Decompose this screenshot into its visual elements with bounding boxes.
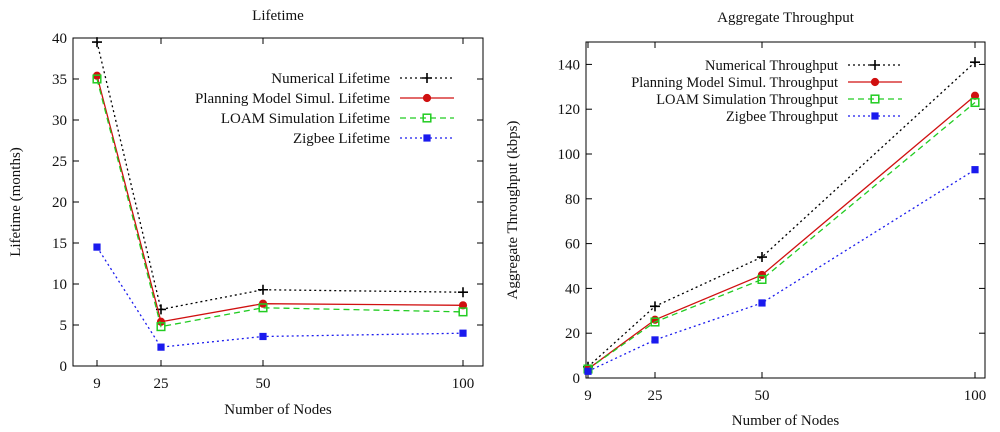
legend-label: Planning Model Simul. Lifetime <box>195 91 390 107</box>
data-point <box>757 274 767 284</box>
legend-label: LOAM Simulation Lifetime <box>221 111 390 127</box>
series-open-square-2 <box>583 97 980 374</box>
data-point <box>757 252 767 263</box>
y-tick-label: 40 <box>52 31 67 47</box>
x-tick-label: 50 <box>755 388 770 404</box>
legend-marker <box>871 112 879 120</box>
series-plus-0 <box>92 37 468 315</box>
data-point <box>650 301 660 312</box>
legend-marker <box>423 134 431 142</box>
x-tick-label: 50 <box>256 376 271 392</box>
legend-label: Zigbee Throughput <box>726 109 838 125</box>
y-tick-label: 20 <box>565 326 580 342</box>
data-point <box>971 166 979 174</box>
y-tick-label: 100 <box>558 147 581 163</box>
data-point <box>970 57 980 68</box>
y-tick-label: 20 <box>52 195 67 211</box>
data-point <box>459 329 467 337</box>
y-tick-label: 10 <box>52 277 67 293</box>
x-tick-label: 100 <box>452 376 475 392</box>
data-point <box>458 287 468 298</box>
series-line <box>587 61 976 368</box>
legend-marker <box>870 60 880 70</box>
legend-marker <box>422 93 432 103</box>
legend-label: Numerical Lifetime <box>271 71 390 87</box>
y-tick-label: 30 <box>52 113 67 129</box>
x-tick-label: 25 <box>648 388 663 404</box>
legend: Numerical Lifetime Planning Model Simul. … <box>195 71 454 147</box>
x-tick-label: 9 <box>93 376 101 392</box>
x-axis: 9 25 50 100 <box>584 42 986 404</box>
y-tick-label: 5 <box>60 318 68 334</box>
y-axis: 0 20 40 60 80 100 120 140 <box>558 57 985 387</box>
series-line <box>587 169 976 372</box>
chart-lifetime: Lifetime 0 5 10 15 20 25 30 35 40 9 25 50 100 Number o… <box>8 8 484 418</box>
legend-label: LOAM Simulation Throughput <box>656 92 838 108</box>
x-axis: 9 25 50 100 <box>93 38 474 392</box>
data-point <box>258 303 268 313</box>
y-tick-label: 140 <box>558 57 581 73</box>
legend-marker <box>870 77 880 87</box>
data-point <box>92 37 102 48</box>
data-point <box>458 307 468 317</box>
y-tick-label: 40 <box>565 281 580 297</box>
data-point <box>258 284 268 295</box>
data-point <box>157 343 165 351</box>
y-axis: 0 5 10 15 20 25 30 35 40 <box>52 31 483 375</box>
y-tick-label: 80 <box>565 192 580 208</box>
data-point <box>650 317 660 327</box>
series-open-square-2 <box>92 74 468 332</box>
y-tick-label: 0 <box>60 359 68 375</box>
y-axis-label: Lifetime (months) <box>8 147 24 257</box>
x-tick-label: 9 <box>584 388 592 404</box>
chart-title: Lifetime <box>252 8 304 24</box>
legend-marker <box>870 94 880 104</box>
y-axis-label: Aggregate Throughput (kbps) <box>505 121 521 300</box>
legend-marker <box>422 113 432 123</box>
series-circle-1 <box>583 91 980 374</box>
data-point <box>259 332 267 341</box>
y-tick-label: 25 <box>52 154 67 170</box>
data-point <box>458 301 468 310</box>
data-point <box>156 322 166 332</box>
data-point <box>970 97 980 108</box>
x-tick-label: 100 <box>964 388 987 404</box>
series-square-3 <box>584 166 979 375</box>
series-line <box>96 246 464 348</box>
plot-frame <box>72 37 484 367</box>
y-tick-label: 0 <box>573 371 581 387</box>
y-tick-label: 35 <box>52 72 67 88</box>
data-point <box>92 74 102 84</box>
series-plus-0 <box>583 57 980 372</box>
chart-throughput: Aggregate Throughput 0 20 40 60 80 100 120 140 9 2… <box>505 10 986 429</box>
data-point <box>93 243 101 251</box>
series-line <box>96 75 464 323</box>
legend-marker <box>422 73 432 83</box>
legend-label: Zigbee Lifetime <box>293 131 390 147</box>
data-point <box>651 336 659 344</box>
x-axis-label: Number of Nodes <box>732 413 840 429</box>
legend-label: Planning Model Simul. Throughput <box>631 75 838 91</box>
legend-label: Numerical Throughput <box>705 58 838 74</box>
series-line <box>587 101 976 370</box>
series-square-3 <box>93 243 467 351</box>
x-tick-label: 25 <box>154 376 169 392</box>
y-tick-label: 60 <box>565 237 580 253</box>
y-tick-label: 15 <box>52 236 67 252</box>
x-axis-label: Number of Nodes <box>224 402 332 418</box>
data-point <box>584 367 592 375</box>
series-line <box>587 95 976 370</box>
y-tick-label: 120 <box>558 102 581 118</box>
series-line <box>96 41 464 311</box>
chart-title: Aggregate Throughput <box>717 10 855 26</box>
data-point <box>758 299 766 307</box>
plot-frame <box>585 41 986 379</box>
